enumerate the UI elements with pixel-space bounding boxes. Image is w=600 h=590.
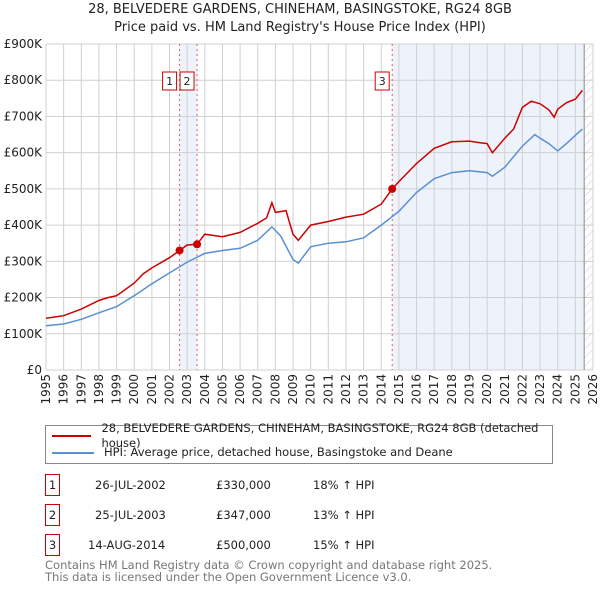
x-tick-label: 2001 [145, 374, 159, 405]
footer: Contains HM Land Registry data © Crown c… [45, 559, 492, 583]
x-tick-label: 2010 [304, 374, 318, 405]
sale-price: £500,000 [216, 538, 271, 552]
sale-hpi-delta: 13% ↑ HPI [313, 508, 375, 522]
property-price-line [45, 89, 583, 319]
sale-row: 3 14-AUG-2014 £500,000 15% ↑ HPI [45, 534, 545, 556]
y-tick-label: £0 [27, 363, 42, 377]
y-tick-label: £600K [4, 146, 44, 160]
sale-label-box [374, 71, 390, 91]
sale-marker-badge: 1 [45, 474, 60, 496]
sale-label: 1 [166, 75, 173, 88]
x-tick-label: 1997 [74, 374, 88, 405]
sale-label-box [162, 71, 178, 91]
sale-row: 1 26-JUL-2002 £330,000 18% ↑ HPI [45, 474, 545, 496]
x-tick-label: 2019 [462, 374, 476, 405]
sale-hpi-delta: 18% ↑ HPI [313, 478, 375, 492]
x-tick-label: 2025 [568, 374, 582, 405]
sale-label-box [179, 71, 195, 91]
x-tick-label: 1998 [92, 374, 106, 405]
y-tick-label: £100K [4, 327, 44, 341]
x-tick-label: 2026 [586, 374, 600, 405]
hpi-line [45, 128, 583, 327]
y-tick-label: £400K [4, 218, 44, 232]
x-tick-label: 2007 [251, 374, 265, 405]
sale-point [175, 246, 184, 255]
x-tick-label: 2003 [180, 374, 194, 405]
sale-price: £330,000 [216, 478, 271, 492]
legend-item-hpi: HPI: Average price, detached house, Basi… [52, 445, 453, 460]
x-tick-label: 2016 [410, 374, 424, 405]
x-tick-label: 2005 [215, 374, 229, 405]
y-tick-label: £800K [4, 73, 44, 87]
legend-label-hpi: HPI: Average price, detached house, Basi… [104, 445, 453, 459]
x-tick-label: 2020 [480, 374, 494, 405]
x-tick-label: 2009 [286, 374, 300, 405]
x-tick-label: 2011 [321, 374, 335, 405]
sale-price: £347,000 [216, 508, 271, 522]
x-tick-label: 2008 [268, 374, 282, 405]
sale-point [388, 184, 397, 193]
x-tick-label: 2017 [427, 374, 441, 405]
x-tick-label: 2002 [163, 374, 177, 405]
sale-label: 3 [379, 75, 386, 88]
y-tick-label: £200K [4, 291, 44, 305]
x-tick-label: 2004 [198, 374, 212, 405]
sale-row: 2 25-JUL-2003 £347,000 13% ↑ HPI [45, 504, 545, 526]
sale-date: 25-JUL-2003 [95, 508, 166, 522]
footer-copyright: Contains HM Land Registry data © Crown c… [45, 558, 493, 572]
x-tick-label: 2022 [515, 374, 529, 405]
y-tick-label: £900K [4, 37, 44, 51]
x-tick-label: 2021 [498, 374, 512, 405]
sale-date: 14-AUG-2014 [88, 538, 166, 552]
y-tick-label: £700K [4, 109, 44, 123]
sale-hpi-delta: 15% ↑ HPI [313, 538, 375, 552]
red-line-swatch [52, 434, 92, 437]
chart-subtitle: Price paid vs. HM Land Registry's House … [114, 20, 486, 35]
blue-line-swatch [52, 451, 94, 454]
legend-label-property: 28, BELVEDERE GARDENS, CHINEHAM, BASINGS… [101, 420, 539, 450]
shaded-range [179, 44, 198, 370]
x-tick-label: 1996 [57, 374, 71, 405]
future-hatch [584, 44, 593, 370]
sale-date: 26-JUL-2002 [95, 478, 166, 492]
y-tick-label: £300K [4, 254, 44, 268]
x-tick-label: 2014 [374, 374, 388, 405]
chart-title: 28, BELVEDERE GARDENS, CHINEHAM, BASINGS… [88, 2, 512, 17]
x-tick-label: 2023 [533, 374, 547, 405]
x-tick-label: 2012 [339, 374, 353, 405]
sale-marker-badge: 2 [45, 504, 60, 526]
legend-item-property: 28, BELVEDERE GARDENS, CHINEHAM, BASINGS… [52, 421, 552, 450]
sale-marker-badge: 3 [45, 534, 60, 556]
x-tick-label: 2018 [445, 374, 459, 405]
sale-label: 2 [184, 75, 191, 88]
sale-point [193, 240, 202, 249]
legend: 28, BELVEDERE GARDENS, CHINEHAM, BASINGS… [45, 421, 553, 464]
footer-licence: This data is licensed under the Open Gov… [45, 570, 412, 584]
price-chart: 1995 1996 1997 1998 1999 2000 2001 2002 2003 2004… [4, 37, 600, 405]
x-tick-label: 2013 [357, 374, 371, 405]
x-tick-label: 2000 [127, 374, 141, 405]
x-tick-label: 1995 [39, 374, 53, 405]
y-tick-label: £500K [4, 182, 44, 196]
x-tick-label: 2015 [392, 374, 406, 405]
x-tick-label: 2024 [551, 374, 565, 405]
x-tick-label: 1999 [110, 374, 124, 405]
shaded-range [392, 44, 585, 370]
x-tick-label: 2006 [233, 374, 247, 405]
